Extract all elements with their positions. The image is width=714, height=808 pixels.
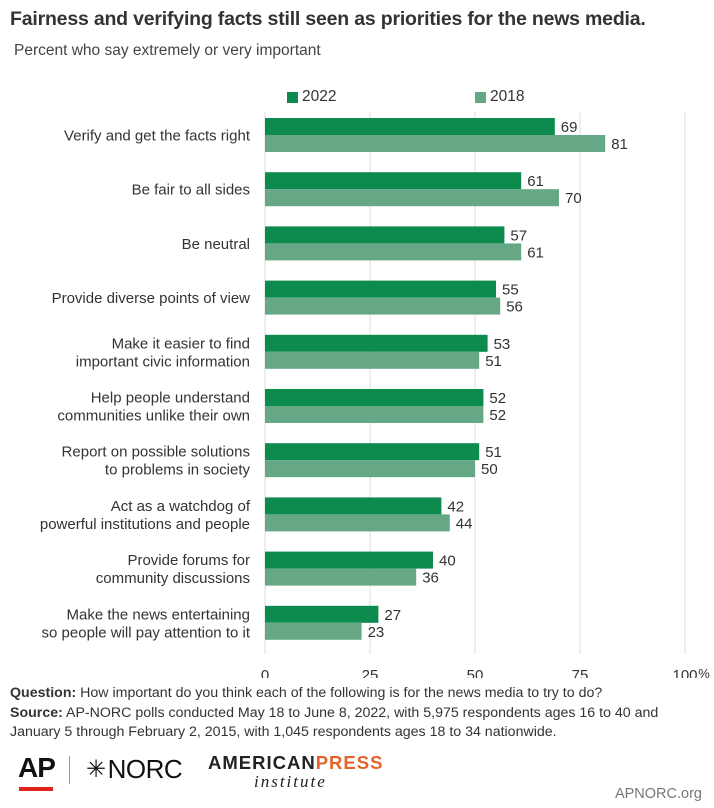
data-label: 50 xyxy=(481,461,498,478)
bar-2018 xyxy=(265,297,501,315)
bar-2018 xyxy=(265,622,362,640)
bar-2018 xyxy=(265,243,522,261)
logo-divider xyxy=(69,756,70,784)
ap-logo-underline xyxy=(19,787,53,791)
category-label: Make the news entertaining xyxy=(67,606,250,623)
chart-legend: 2022 2018 xyxy=(0,88,714,106)
x-tick-suffix: % xyxy=(698,666,710,678)
category-label: Verify and get the facts right xyxy=(64,128,251,145)
category-label: Be fair to all sides xyxy=(132,182,250,199)
data-label: 36 xyxy=(422,570,439,587)
source-text: AP-NORC polls conducted May 18 to June 8… xyxy=(10,704,659,741)
chart-subtitle: Percent who say extremely or very import… xyxy=(14,42,321,59)
data-label: 27 xyxy=(384,607,401,624)
bar-2022 xyxy=(265,497,442,515)
data-label: 51 xyxy=(485,444,502,461)
norc-logo-text: NORC xyxy=(107,754,183,784)
source-label: Source: xyxy=(10,704,63,721)
source-note: Source: AP-NORC polls conducted May 18 t… xyxy=(10,704,710,743)
chart-title: Fairness and verifying facts still seen … xyxy=(10,8,646,30)
ap-logo: AP xyxy=(18,752,56,783)
category-label: important civic information xyxy=(76,353,250,370)
category-label: Provide forums for xyxy=(127,552,250,569)
bar-2022 xyxy=(265,172,522,190)
legend-swatch-2018 xyxy=(475,91,486,103)
data-label: 61 xyxy=(527,173,544,190)
bar-2022 xyxy=(265,334,488,352)
data-label: 55 xyxy=(502,282,519,299)
bar-2018 xyxy=(265,351,480,369)
category-label: Help people understand xyxy=(91,390,250,407)
norc-logo: ✳ NORC xyxy=(86,754,183,785)
question-note: Question: How important do you think eac… xyxy=(10,684,710,704)
x-tick-label: 50 xyxy=(467,667,484,678)
x-tick-label: 100 xyxy=(672,667,697,678)
api-logo-press: PRESS xyxy=(315,752,384,773)
data-label: 56 xyxy=(506,299,523,316)
bar-chart: 69 81 Verify and get the facts right 61 70 Be… xyxy=(40,112,710,678)
bar-2022 xyxy=(265,551,433,569)
american-press-institute-logo: AMERICANPRESS institute xyxy=(208,752,383,792)
bar-2018 xyxy=(265,514,450,532)
data-label: 57 xyxy=(510,227,527,244)
category-label: to problems in society xyxy=(105,462,251,479)
bar-2022 xyxy=(265,389,484,406)
bar-2018 xyxy=(265,189,559,207)
data-label: 40 xyxy=(439,553,456,570)
category-label: Report on possible solutions xyxy=(62,444,250,461)
data-label: 52 xyxy=(489,407,506,424)
logo-bar: AP ✳ NORC AMERICANPRESS institute APNORC.… xyxy=(0,750,714,808)
data-label: 70 xyxy=(565,190,582,207)
category-label: community discussions xyxy=(96,570,250,587)
bar-2022 xyxy=(265,280,496,298)
data-label: 44 xyxy=(456,515,473,532)
question-label: Question: xyxy=(10,685,77,701)
bar-2022 xyxy=(265,118,555,135)
legend-label-2022: 2022 xyxy=(302,88,337,105)
bar-2018 xyxy=(265,135,606,152)
x-tick-label: 75 xyxy=(572,667,589,678)
chart-notes: Question: How important do you think eac… xyxy=(10,684,710,743)
category-label: powerful institutions and people xyxy=(40,516,250,533)
category-label: communities unlike their own xyxy=(57,408,250,425)
category-label: Be neutral xyxy=(182,236,250,253)
legend-swatch-2022 xyxy=(287,91,298,103)
bar-2022 xyxy=(265,605,379,623)
source-url: APNORC.org xyxy=(614,786,702,802)
data-label: 23 xyxy=(368,624,385,641)
x-tick-label: 0 xyxy=(261,667,269,678)
category-label: Provide diverse points of view xyxy=(52,290,251,307)
category-label: Make it easier to find xyxy=(112,335,250,352)
x-tick-label: 25 xyxy=(362,667,379,678)
data-label: 53 xyxy=(494,336,511,353)
legend-item-2022: 2022 xyxy=(287,88,336,106)
data-label: 69 xyxy=(561,119,578,136)
legend-label-2018: 2018 xyxy=(490,88,525,105)
data-label: 52 xyxy=(489,390,506,407)
bar-2018 xyxy=(265,406,484,423)
question-text: How important do you think each of the f… xyxy=(80,685,603,701)
data-label: 61 xyxy=(527,244,544,261)
data-label: 51 xyxy=(485,353,502,370)
bar-2022 xyxy=(265,226,505,244)
category-label: Act as a watchdog of xyxy=(111,498,251,515)
norc-star-icon: ✳ xyxy=(86,756,106,783)
bar-2022 xyxy=(265,443,480,461)
bar-2018 xyxy=(265,568,417,586)
category-label: so people will pay attention to it xyxy=(42,624,251,641)
data-label: 42 xyxy=(447,498,464,515)
bar-2018 xyxy=(265,460,475,478)
api-logo-american: AMERICAN xyxy=(208,752,316,773)
legend-item-2018: 2018 xyxy=(475,88,524,106)
data-label: 81 xyxy=(611,136,628,153)
api-logo-institute: institute xyxy=(254,772,327,791)
